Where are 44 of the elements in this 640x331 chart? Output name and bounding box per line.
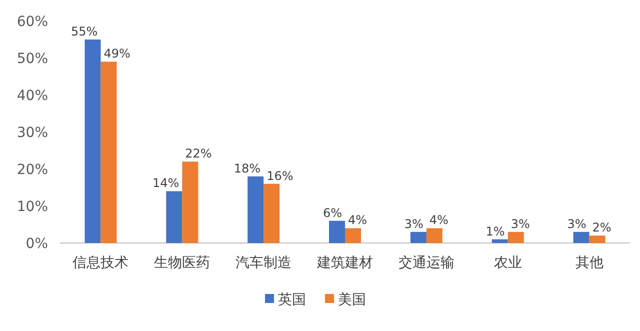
y-tick-label: 50% (16, 51, 48, 67)
bar (426, 228, 442, 243)
y-tick-label: 20% (16, 162, 48, 178)
bar (589, 236, 606, 243)
data-label: 6% (322, 206, 342, 220)
data-label: 1% (486, 224, 505, 238)
bar (345, 228, 361, 243)
bar (492, 239, 508, 243)
data-label: 4% (348, 213, 368, 228)
x-tick-label: 汽车制造 (236, 255, 292, 271)
data-label: 49% (104, 46, 130, 61)
bar (573, 232, 590, 243)
bar (166, 191, 182, 243)
data-label: 14% (152, 176, 180, 190)
bar (84, 40, 101, 243)
bar (182, 162, 198, 243)
y-tick-label: 60% (16, 14, 48, 30)
legend-label: 英国 (278, 292, 306, 308)
x-tick-label: 生物医药 (154, 255, 210, 271)
bar (248, 176, 264, 243)
data-label: 18% (234, 161, 261, 176)
data-label: 16% (266, 168, 294, 183)
y-tick-label: 40% (16, 88, 48, 104)
bar (329, 220, 345, 243)
bar (264, 184, 280, 243)
data-label: 55% (71, 24, 98, 38)
data-label: 3% (510, 216, 530, 231)
data-label: 3% (567, 216, 586, 231)
data-label: 22% (185, 146, 212, 161)
data-label: 3% (404, 216, 424, 231)
x-tick-label: 交通运输 (398, 255, 454, 271)
bar (508, 232, 524, 243)
legend-label: 美国 (338, 292, 366, 308)
bar (100, 62, 117, 243)
x-tick-label: 建筑建材 (316, 255, 373, 271)
data-label: 4% (429, 213, 448, 228)
y-tick-label: 10% (16, 199, 48, 215)
y-tick-label: 30% (16, 125, 48, 141)
x-tick-label: 农业 (494, 255, 522, 271)
x-tick-label: 其他 (575, 255, 604, 271)
x-tick-label: 信息技术 (72, 255, 129, 271)
data-label: 2% (592, 220, 612, 235)
y-tick-label: 0% (26, 236, 48, 252)
bar (410, 232, 426, 243)
